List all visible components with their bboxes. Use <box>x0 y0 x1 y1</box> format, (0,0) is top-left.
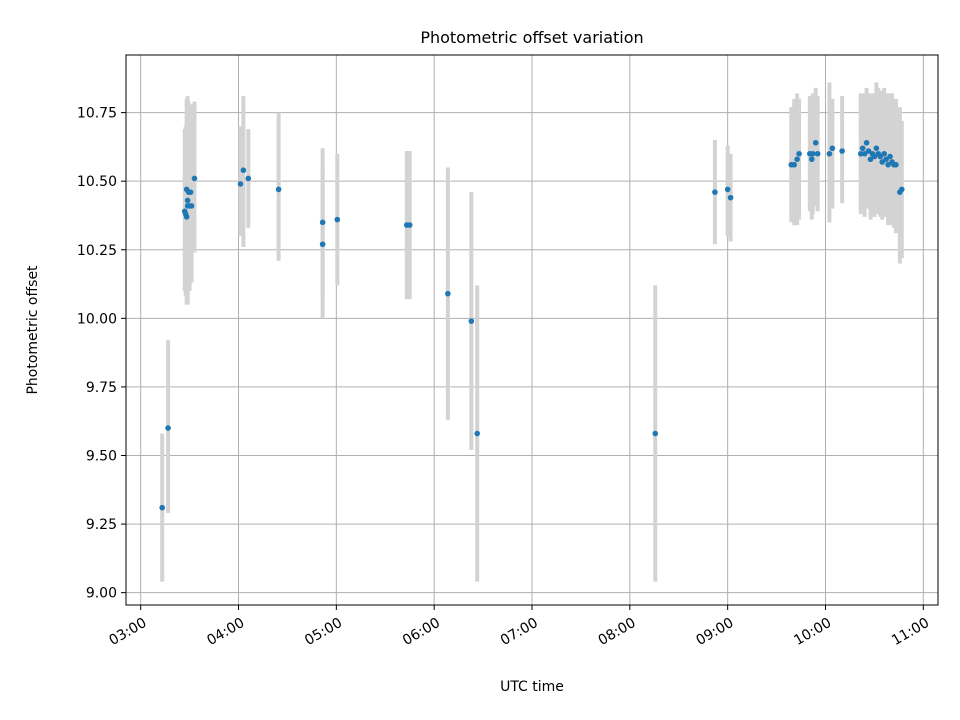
data-point <box>183 214 190 220</box>
data-point <box>240 167 247 174</box>
data-point <box>877 153 884 160</box>
data-point <box>791 161 797 168</box>
y-tick-label: 10.25 <box>77 243 117 259</box>
data-point <box>191 175 198 182</box>
y-axis-label: Photometric offset <box>25 265 41 395</box>
data-point <box>796 150 802 157</box>
data-point <box>867 156 874 163</box>
data-point <box>857 150 864 157</box>
data-point <box>885 161 891 168</box>
data-points <box>159 139 905 511</box>
data-point <box>881 150 887 157</box>
data-point <box>893 161 899 168</box>
data-point <box>826 150 833 157</box>
data-point <box>871 153 878 160</box>
data-point <box>829 145 836 152</box>
data-point <box>334 216 341 223</box>
data-point <box>814 150 821 157</box>
data-point <box>237 181 244 187</box>
y-tick-label: 10.50 <box>77 174 117 190</box>
data-point <box>879 159 886 165</box>
data-point <box>839 148 845 154</box>
data-point <box>887 153 893 160</box>
data-point <box>873 145 880 152</box>
data-point <box>859 145 866 152</box>
y-tick-label: 10.00 <box>77 311 117 327</box>
data-point <box>808 156 815 163</box>
data-point <box>899 186 905 193</box>
y-tick-label: 9.50 <box>86 448 117 464</box>
data-point <box>319 219 326 226</box>
data-point <box>712 189 718 195</box>
data-point <box>883 156 889 163</box>
data-point <box>652 430 659 437</box>
chart-title: Photometric offset variation <box>420 28 643 47</box>
data-point <box>863 139 870 146</box>
data-point <box>406 222 413 228</box>
data-point <box>187 189 194 195</box>
data-point <box>159 504 165 511</box>
data-point <box>812 139 819 146</box>
data-point <box>861 150 868 157</box>
y-axis-ticks: 9.00 9.25 9.50 9.75 10.00 10.25 10.50 10.75 <box>77 106 126 602</box>
y-tick-label: 9.00 <box>86 586 117 602</box>
y-tick-label: 9.75 <box>86 380 117 396</box>
grid-lines <box>126 55 938 605</box>
data-point <box>865 148 872 154</box>
data-point <box>245 175 252 182</box>
data-point <box>445 290 451 297</box>
data-point <box>809 150 816 157</box>
y-tick-label: 9.25 <box>86 517 117 533</box>
data-point <box>724 186 731 193</box>
data-point <box>165 425 171 431</box>
data-point <box>468 318 475 324</box>
data-point <box>319 241 326 248</box>
data-point <box>184 197 191 204</box>
data-point <box>727 194 734 201</box>
data-point <box>474 430 481 437</box>
data-point <box>188 203 195 209</box>
y-tick-label: 10.75 <box>77 106 117 122</box>
x-axis-label: UTC time <box>500 679 564 695</box>
data-point <box>794 156 800 163</box>
data-point <box>275 186 282 193</box>
